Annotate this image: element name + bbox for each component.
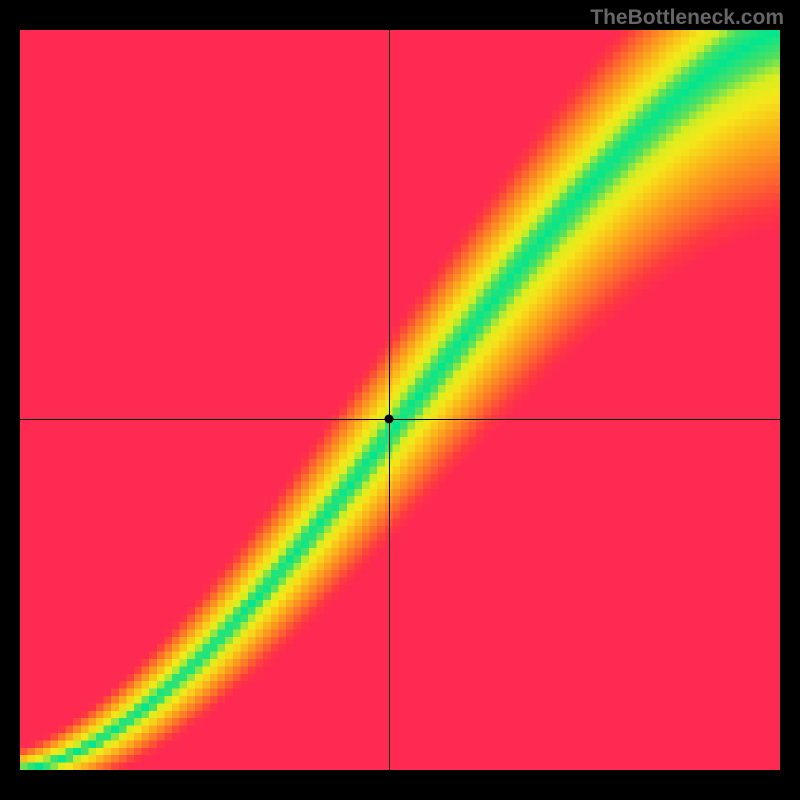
heatmap-canvas — [20, 30, 780, 770]
chart-container: TheBottleneck.com — [0, 0, 800, 800]
plot-area — [20, 30, 780, 770]
marker-dot — [384, 414, 393, 423]
watermark-text: TheBottleneck.com — [590, 6, 784, 30]
crosshair-vertical — [389, 30, 390, 770]
crosshair-horizontal — [20, 419, 780, 420]
